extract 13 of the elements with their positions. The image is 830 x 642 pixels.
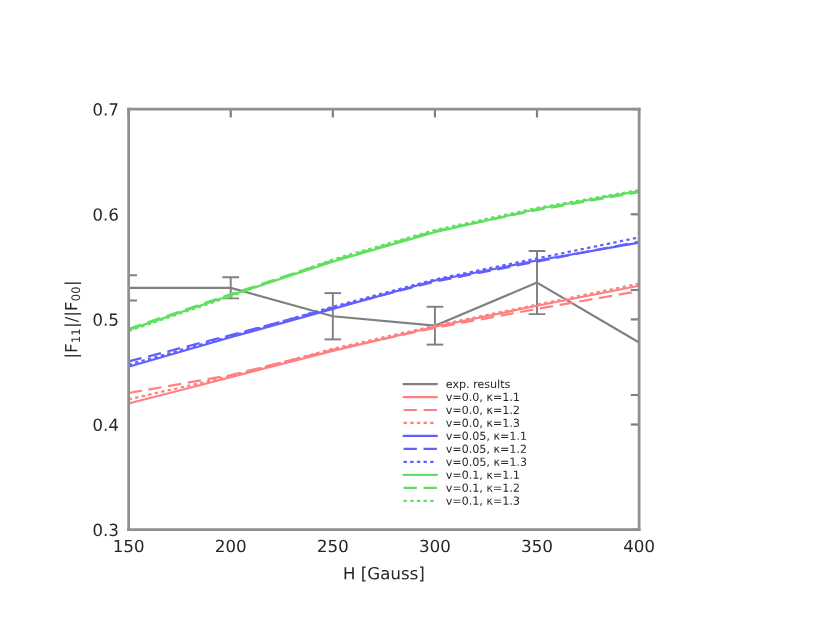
y-tick-label: 0.6 (93, 208, 118, 221)
y-tick-label: 0.7 (93, 103, 118, 116)
x-tick-label: 300 (420, 539, 450, 553)
x-tick-label: 200 (216, 539, 246, 553)
x-tick-label: 350 (522, 539, 552, 553)
x-axis-title: H [Gauss] (344, 566, 424, 582)
y-axis-title: |F$_{11}$|/|F$_{00}$| (64, 282, 82, 357)
y-tick-label: 0.3 (93, 523, 118, 537)
x-tick-label: 250 (318, 539, 348, 553)
y-tick-label: 0.4 (93, 418, 118, 432)
x-tick-label: 150 (114, 539, 144, 553)
x-tick-label: 400 (624, 539, 654, 553)
y-tick-label: 0.5 (93, 313, 118, 326)
